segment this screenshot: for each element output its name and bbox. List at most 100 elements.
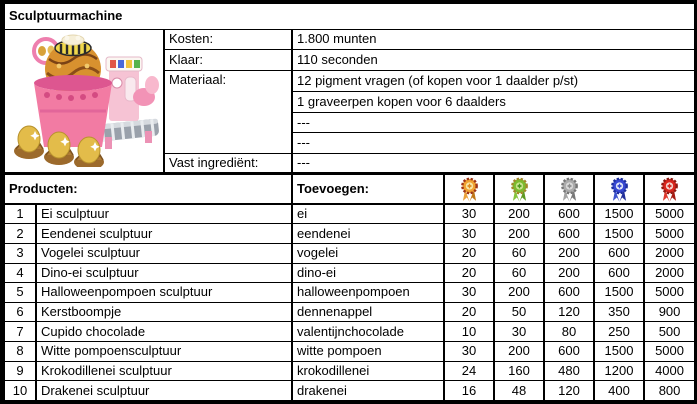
- product-xp-value: 60: [493, 243, 545, 264]
- orange-medal-icon: [460, 177, 478, 202]
- info-label-vast-ingredient: Vast ingrediënt:: [163, 152, 293, 175]
- product-xp-value: 160: [493, 360, 545, 382]
- product-number: 2: [3, 223, 37, 245]
- product-row: 1 Ei sculptuur ei 30 200 600 1500 5000: [3, 203, 694, 225]
- silver-medal-icon: [560, 177, 578, 202]
- product-xp-value: 600: [543, 223, 595, 245]
- product-number: 10: [3, 380, 37, 401]
- product-xp-value: 200: [493, 203, 545, 225]
- orange-medal-header-cell: [443, 172, 495, 206]
- conveyor-belt-icon: [92, 119, 159, 143]
- info-row: 1 graveerpen kopen voor 6 daalders: [4, 91, 694, 113]
- product-xp-value: 1500: [593, 223, 645, 245]
- silver-medal-header-cell: [543, 172, 595, 206]
- product-xp-value: 500: [642, 321, 694, 343]
- product-name: Drakenei sculptuur: [35, 380, 293, 401]
- product-number: 4: [3, 262, 37, 284]
- product-xp-value: 200: [493, 282, 545, 303]
- product-xp-value: 16: [443, 380, 495, 401]
- product-xp-value: 20: [443, 301, 495, 323]
- product-xp-value: 1500: [593, 341, 645, 362]
- product-name: Krokodillenei sculptuur: [35, 360, 293, 382]
- info-row: Kosten: 1.800 munten: [3, 28, 694, 175]
- products-header-row: Producten: Toevoegen:: [3, 172, 694, 206]
- info-value-materiaal-4: ---: [290, 132, 694, 154]
- product-xp-value: 20: [443, 243, 495, 264]
- product-row: 3 Vogelei sculptuur vogelei 20 60 200 600 2000: [3, 243, 694, 264]
- product-xp-value: 48: [493, 380, 545, 401]
- product-xp-value: 2000: [642, 262, 694, 284]
- product-xp-value: 1500: [593, 282, 645, 303]
- product-xp-value: 60: [493, 262, 545, 284]
- info-value-materiaal-3: ---: [290, 111, 694, 134]
- product-name: Cupido chocolade: [35, 321, 293, 343]
- product-xp-value: 50: [493, 301, 545, 323]
- product-xp-value: 800: [642, 380, 694, 401]
- info-label-materiaal: Materiaal:: [163, 69, 293, 154]
- product-xp-value: 600: [593, 243, 645, 264]
- product-xp-value: 350: [593, 301, 645, 323]
- red-medal-icon: [661, 177, 678, 202]
- product-xp-value: 120: [543, 301, 595, 323]
- info-value-vast-ingredient: ---: [290, 152, 694, 175]
- product-xp-value: 200: [493, 341, 545, 362]
- product-ingredient: dennenappel: [291, 301, 445, 323]
- product-ingredient: ei: [291, 203, 445, 225]
- info-value-materiaal-2: 1 graveerpen kopen voor 6 daalders: [290, 91, 694, 113]
- product-row: 7 Cupido chocolade valentijnchocolade 10 30 8…: [3, 321, 694, 343]
- product-xp-value: 600: [543, 341, 595, 362]
- info-value-klaar: 110 seconden: [290, 49, 694, 71]
- product-row: 4 Dino-ei sculptuur dino-ei 20 60 200 600 2000: [3, 262, 694, 284]
- product-xp-value: 4000: [642, 360, 694, 382]
- product-xp-value: 30: [443, 203, 495, 225]
- product-ingredient: eendenei: [291, 223, 445, 245]
- product-xp-value: 1500: [593, 203, 645, 225]
- product-xp-value: 30: [443, 341, 495, 362]
- info-row: Vast ingrediënt: ---: [4, 152, 694, 175]
- product-name: Kerstboompje: [35, 301, 293, 323]
- product-xp-value: 900: [642, 301, 694, 323]
- product-number: 9: [3, 360, 37, 382]
- product-number: 3: [3, 243, 37, 264]
- page-title: Sculptuurmachine: [3, 3, 694, 30]
- product-xp-value: 24: [443, 360, 495, 382]
- info-label-kosten: Kosten:: [163, 28, 293, 51]
- product-row: 9 Krokodillenei sculptuur krokodillenei 24 1…: [3, 360, 694, 382]
- product-xp-value: 5000: [642, 282, 694, 303]
- product-xp-value: 200: [543, 243, 595, 264]
- golden-egg: [74, 136, 104, 171]
- product-ingredient: halloweenpompoen: [291, 282, 445, 303]
- products-column-header: Producten:: [3, 172, 293, 206]
- add-column-header: Toevoegen:: [291, 172, 445, 206]
- product-xp-value: 20: [443, 262, 495, 284]
- info-row: ---: [4, 111, 694, 134]
- product-row: 10 Drakenei sculptuur drakenei 16 48 120 400 80…: [3, 380, 694, 401]
- golden-egg: [44, 131, 74, 166]
- product-xp-value: 10: [443, 321, 495, 343]
- product-ingredient: vogelei: [291, 243, 445, 264]
- product-xp-value: 600: [543, 282, 595, 303]
- product-xp-value: 5000: [642, 341, 694, 362]
- info-value-kosten: 1.800 munten: [290, 28, 694, 51]
- product-name: Eendenei sculptuur: [35, 223, 293, 245]
- product-xp-value: 600: [543, 203, 595, 225]
- product-number: 7: [3, 321, 37, 343]
- info-row: ---: [4, 132, 694, 154]
- product-xp-value: 30: [443, 223, 495, 245]
- product-number: 5: [3, 282, 37, 303]
- product-xp-value: 480: [543, 360, 595, 382]
- sculptuurmachine-illustration: [14, 34, 159, 171]
- product-xp-value: 30: [443, 282, 495, 303]
- product-name: Ei sculptuur: [35, 203, 293, 225]
- product-xp-value: 600: [593, 262, 645, 284]
- info-row: Materiaal: 12 pigment vragen (of kopen v…: [4, 69, 694, 154]
- product-name: Witte pompoensculptuur: [35, 341, 293, 362]
- product-xp-value: 5000: [642, 203, 694, 225]
- product-xp-value: 120: [543, 380, 595, 401]
- golden-egg: [14, 125, 44, 160]
- blue-medal-header-cell: [593, 172, 645, 206]
- machine-spreadsheet: Sculptuurmachine: [3, 3, 694, 401]
- red-medal-header-cell: [642, 172, 694, 206]
- product-row: 8 Witte pompoensculptuur witte pompoen 30 20…: [3, 341, 694, 362]
- product-row: 6 Kerstboompje dennenappel 20 50 120 350 900: [3, 301, 694, 323]
